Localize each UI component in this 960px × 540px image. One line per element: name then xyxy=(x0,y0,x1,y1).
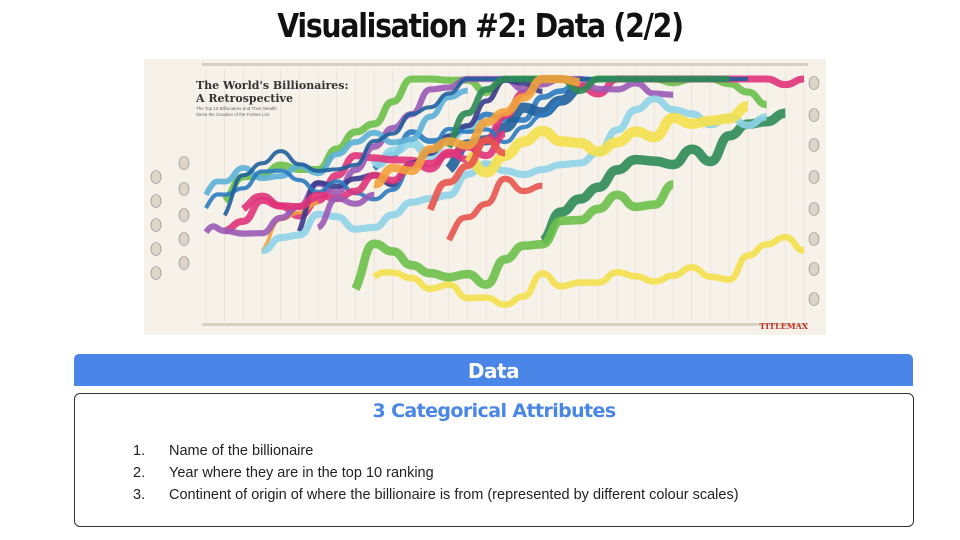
portrait-icon xyxy=(178,156,190,170)
year-axis-bar xyxy=(202,63,808,66)
infographic-title-line1: The World's Billionaires: xyxy=(196,79,349,92)
list-item-number: 1. xyxy=(133,443,146,459)
infographic-title: The World's Billionaires: A Retrospectiv… xyxy=(196,79,349,105)
billionaire-stream xyxy=(261,95,768,254)
billionaire-stream xyxy=(445,75,730,149)
infographic-streams xyxy=(150,63,820,326)
infographic-title-line2: A Retrospective xyxy=(196,92,293,105)
portrait-icon xyxy=(150,266,162,280)
list-item-text: Name of the billionaire xyxy=(169,443,314,459)
billionaire-stream xyxy=(316,191,375,231)
titlemax-logo: TITLEMAX xyxy=(759,321,808,331)
portrait-icon xyxy=(150,242,162,256)
list-item-text: Year where they are in the top 10 rankin… xyxy=(169,465,434,481)
portrait-icon xyxy=(808,262,820,276)
list-item: 3. Continent of origin of where the bill… xyxy=(133,484,739,506)
list-item: 2. Year where they are in the top 10 ran… xyxy=(133,462,739,484)
portrait-icon xyxy=(150,218,162,232)
billionaire-stream xyxy=(351,180,675,291)
portrait-icon xyxy=(178,182,190,196)
list-item-number: 3. xyxy=(133,487,146,503)
portrait-icon xyxy=(808,202,820,216)
year-axis-bar xyxy=(202,323,808,326)
billionaire-stream xyxy=(464,101,749,178)
portrait-icon xyxy=(808,232,820,246)
billionaires-infographic: The World's Billionaires: A Retrospectiv… xyxy=(144,59,826,335)
list-item-text: Continent of origin of where the billion… xyxy=(169,487,739,503)
list-item-number: 2. xyxy=(133,465,146,481)
billionaire-stream xyxy=(446,175,543,242)
portrait-icon xyxy=(150,170,162,184)
portrait-icon xyxy=(178,256,190,270)
portrait-icon xyxy=(178,232,190,246)
attributes-list: 1. Name of the billionaire 2. Year where… xyxy=(133,440,739,506)
portrait-icon xyxy=(808,108,820,122)
attributes-title: 3 Categorical Attributes xyxy=(372,400,616,422)
billionaire-stream xyxy=(204,99,562,210)
portrait-icon xyxy=(150,194,162,208)
portrait-icon xyxy=(178,208,190,222)
portrait-icon xyxy=(808,138,820,152)
infographic-subtitle: The Top 10 Billionaires and Their Wealth… xyxy=(196,106,277,117)
billionaire-stream xyxy=(372,233,805,309)
portrait-icon xyxy=(808,76,820,90)
slide-title: Visualisation #2: Data (2/2) xyxy=(277,6,684,45)
billionaire-stream xyxy=(427,136,506,212)
list-item: 1. Name of the billionaire xyxy=(133,440,739,462)
portrait-icon xyxy=(808,292,820,306)
portrait-icon xyxy=(808,170,820,184)
data-section-header: Data xyxy=(74,354,913,386)
billionaire-stream xyxy=(203,75,674,237)
billionaire-stream xyxy=(373,74,580,189)
data-section-box: 3 Categorical Attributes 1. Name of the … xyxy=(74,393,914,527)
